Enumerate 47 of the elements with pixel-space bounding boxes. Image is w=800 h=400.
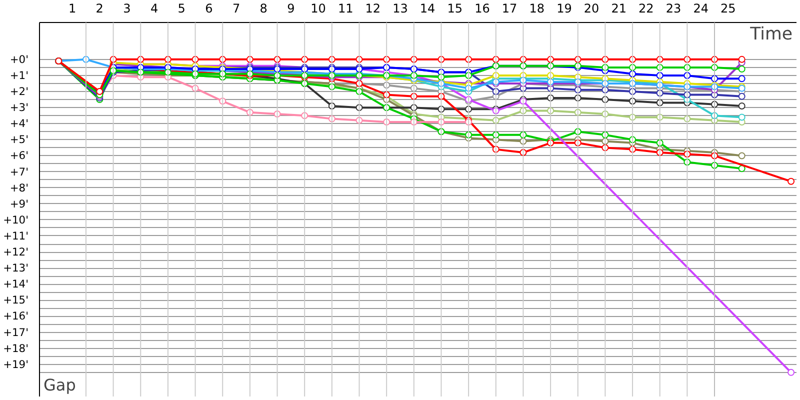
x-tick-label: 25 [720,2,736,16]
y-tick-label: +14' [3,278,29,291]
x-tick-label: 13 [392,2,408,16]
y-tick-label: +18' [3,342,29,355]
x-tick-label: 3 [123,2,131,16]
x-tick-label: 24 [693,2,708,16]
y-tick-label: +19' [3,358,29,371]
x-tick-label: 14 [420,2,436,16]
x-tick-label: 17 [502,2,518,16]
y-tick-label: +0' [10,52,29,66]
x-tick-label: 8 [260,2,268,16]
y-tick-label: +6' [10,149,29,162]
x-tick-label: 12 [365,2,381,16]
x-tick-label: 23 [666,2,682,16]
y-tick-label: +11' [3,229,29,242]
x-tick-label: 21 [611,2,627,16]
x-tick-label: 5 [178,2,186,16]
x-tick-label: 9 [287,2,295,16]
x-tick-label: 22 [638,2,654,16]
y-tick-label: +7' [10,165,29,178]
y-tick-label: +3' [10,101,29,114]
y-tick-label: +10' [3,213,29,226]
y-tick-label: +1' [10,68,29,82]
y-tick-label: +13' [3,262,29,275]
x-tick-label: 7 [232,2,240,16]
x-tick-label: 11 [338,2,354,16]
x-tick-label: 15 [447,2,463,16]
x-tick-label: 2 [96,2,104,16]
y-tick-label: +4' [10,117,29,130]
y-tick-label: +15' [3,294,29,307]
y-tick-label: +5' [10,133,29,146]
y-tick-label: +12' [3,246,29,259]
y-tick-label: +17' [3,326,29,339]
x-tick-label: 6 [205,2,213,16]
x-tick-label: 10 [310,2,326,16]
y-tick-label: +9' [10,197,29,210]
x-tick-label: 19 [556,2,572,16]
x-tick-label: 1 [68,2,76,16]
y-tick-label: +16' [3,310,29,323]
y-axis-title: Gap [44,376,76,394]
y-tick-label: +8' [10,181,29,194]
x-tick-label: 16 [474,2,490,16]
x-tick-label: 18 [529,2,545,16]
x-tick-label: 20 [584,2,600,16]
y-tick-label: +2' [10,85,29,98]
x-axis-title: Time [749,24,793,44]
x-tick-label: 4 [150,2,158,16]
